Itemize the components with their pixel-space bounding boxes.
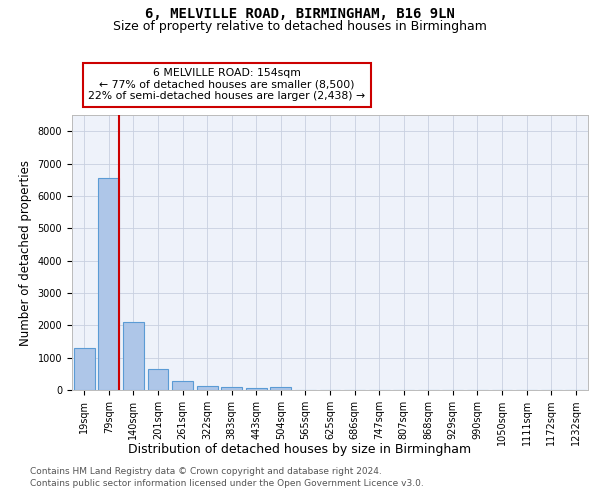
Bar (172, 380, 193, 390)
Bar (148, 369, 169, 390)
Bar (123, 322, 144, 390)
Y-axis label: Number of detached properties: Number of detached properties (19, 160, 32, 346)
Bar (197, 386, 218, 390)
Bar (271, 388, 292, 390)
Text: 6, MELVILLE ROAD, BIRMINGHAM, B16 9LN: 6, MELVILLE ROAD, BIRMINGHAM, B16 9LN (145, 8, 455, 22)
Bar (98, 178, 119, 390)
Bar (246, 388, 267, 390)
Text: Distribution of detached houses by size in Birmingham: Distribution of detached houses by size … (128, 442, 472, 456)
Bar (74, 348, 95, 390)
Text: Size of property relative to detached houses in Birmingham: Size of property relative to detached ho… (113, 20, 487, 33)
Text: Contains HM Land Registry data © Crown copyright and database right 2024.: Contains HM Land Registry data © Crown c… (30, 468, 382, 476)
Bar (221, 387, 242, 390)
Text: 6 MELVILLE ROAD: 154sqm
← 77% of detached houses are smaller (8,500)
22% of semi: 6 MELVILLE ROAD: 154sqm ← 77% of detache… (88, 68, 365, 101)
Text: Contains public sector information licensed under the Open Government Licence v3: Contains public sector information licen… (30, 479, 424, 488)
